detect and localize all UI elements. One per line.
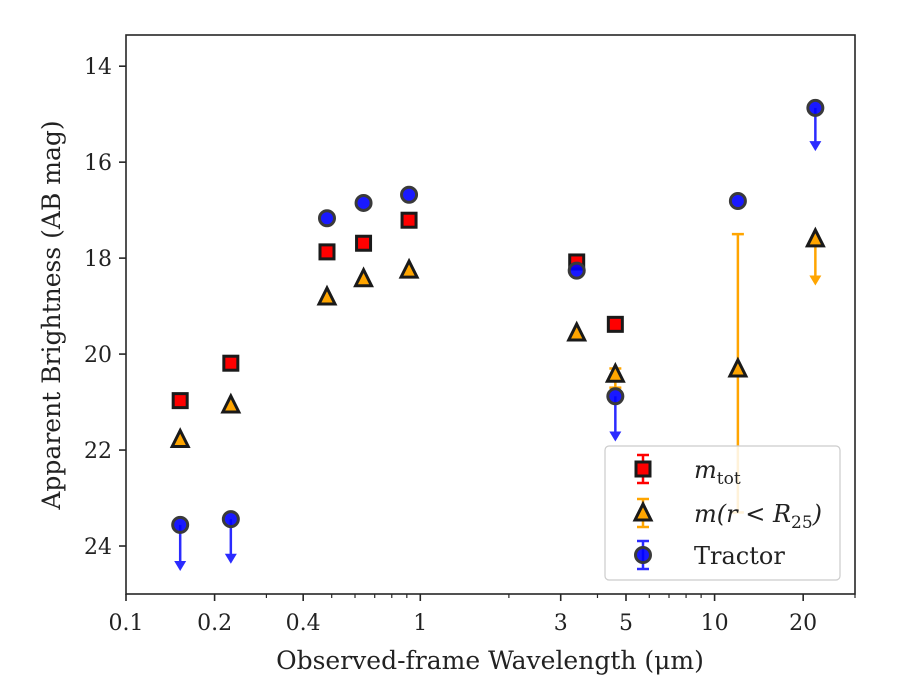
data-point-triangle [804, 226, 826, 248]
axes: 0.1 0.2 0.4 1 3 5 10 20 14 16 18 20 22 24 [84, 34, 856, 636]
data-point-circle [221, 510, 240, 529]
legend-label-subscript: tot [717, 469, 741, 489]
data-point-triangle [566, 320, 588, 342]
data-point-square [222, 354, 240, 372]
legend-label: mtot [694, 456, 741, 489]
legend-entry-triangle: m(r < R25) [632, 497, 822, 533]
data-point-square [400, 211, 418, 229]
y-tick-label: 16 [84, 151, 112, 176]
y-tick-label: 22 [84, 439, 112, 464]
x-tick-label: 3 [554, 611, 568, 636]
legend-entry-circle: Tractor [634, 539, 785, 571]
legend-label-end: ) [812, 500, 822, 528]
data-point-circle [317, 209, 336, 228]
data-point-circle [728, 192, 747, 211]
legend-entry-square: mtot [634, 453, 741, 489]
data-point-square [171, 392, 189, 410]
legend-label-main: m [694, 456, 717, 484]
data-point-square [318, 243, 336, 261]
series-circle [171, 98, 825, 572]
legend-marker-circle [634, 546, 652, 564]
data-point-triangle [353, 266, 374, 288]
plot-area [169, 98, 826, 572]
upper-limit-arrow-head [174, 561, 187, 572]
x-tick-label: 0.2 [197, 611, 232, 636]
upper-limit-arrow-head [809, 275, 822, 286]
series-triangle [169, 226, 826, 514]
y-axis-label: Apparent Brightness (AB mag) [37, 120, 66, 510]
x-tick-label: 5 [619, 611, 633, 636]
data-point-triangle [727, 356, 749, 378]
x-axis-label: Observed-frame Wavelength (μm) [276, 646, 704, 675]
series-square [171, 211, 624, 410]
x-tick-label: 0.4 [286, 611, 321, 636]
x-tick-label: 1 [413, 611, 427, 636]
data-point-circle [171, 515, 190, 534]
data-point-circle [567, 261, 586, 280]
legend: mtot m(r < R25) Tractor [604, 445, 841, 581]
upper-limit-arrow-head [809, 141, 822, 152]
legend-label: m(r < R25) [694, 500, 822, 533]
data-point-triangle [604, 361, 626, 383]
data-point-square [355, 234, 373, 252]
legend-label-subscript: 25 [791, 513, 813, 533]
data-point-circle [354, 193, 373, 212]
x-tick-label: 20 [789, 611, 817, 636]
data-point-circle [806, 98, 825, 117]
legend-label-main: m(r < R [694, 500, 791, 528]
y-tick-label: 24 [84, 535, 112, 560]
legend-label: Tractor [694, 542, 785, 570]
legend-marker-square [634, 460, 652, 478]
y-tick-label: 14 [84, 55, 112, 80]
x-tick-label: 10 [701, 611, 729, 636]
upper-limit-arrow-head [609, 431, 622, 442]
data-point-circle [400, 185, 419, 204]
y-tick-label: 20 [84, 343, 112, 368]
data-point-triangle [169, 427, 191, 448]
upper-limit-arrow-head [224, 553, 237, 564]
data-point-triangle [316, 284, 338, 306]
data-point-triangle [220, 392, 242, 414]
data-point-triangle [398, 257, 420, 279]
data-point-square [606, 315, 624, 333]
legend-box [604, 445, 841, 581]
plot-frame [125, 34, 856, 595]
data-point-circle [606, 387, 625, 406]
legend-marker-triangle [632, 500, 654, 522]
x-tick-label: 0.1 [109, 611, 144, 636]
y-tick-label: 18 [84, 247, 112, 272]
legend-label-main: Tractor [694, 542, 785, 570]
